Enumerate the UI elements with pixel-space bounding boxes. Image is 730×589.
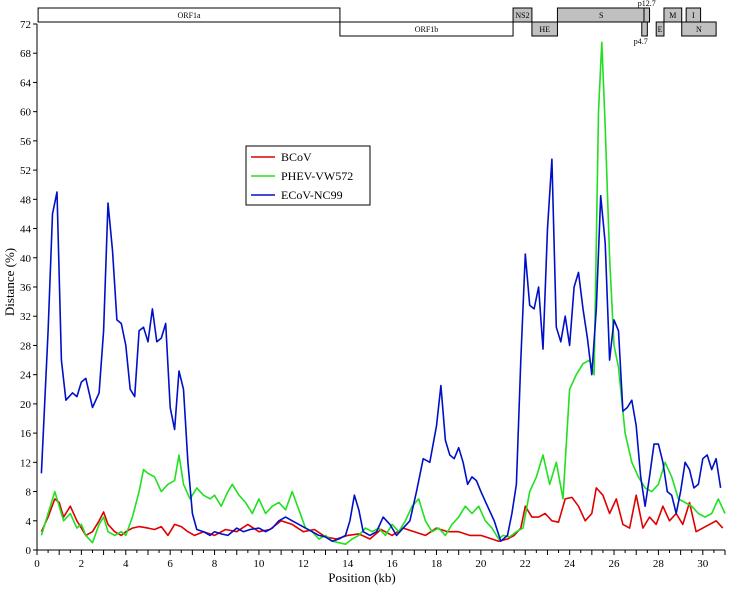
plot-series [40, 41, 726, 545]
y-tick-label: 20 [20, 399, 32, 411]
y-tick-label: 0 [26, 545, 32, 557]
legend-label: PHEV-VW572 [281, 169, 353, 183]
gene-label: ORF1a [177, 11, 201, 20]
y-tick-label: 28 [20, 340, 32, 352]
gene-label: S [599, 11, 603, 20]
y-tick-label: 24 [20, 370, 32, 382]
gene-label: p4.7 [634, 37, 648, 46]
x-tick-label: 28 [653, 558, 665, 570]
x-axis-title: Position (kb) [328, 570, 396, 585]
legend-label: BCoV [281, 150, 312, 164]
y-tick-label: 40 [20, 253, 32, 265]
x-tick-label: 12 [298, 558, 309, 570]
x-tick-label: 8 [212, 558, 218, 570]
gene-label: M [669, 11, 676, 20]
x-tick-label: 0 [34, 558, 40, 570]
y-tick-label: 72 [20, 19, 31, 31]
series-line-phev-vw572 [40, 41, 726, 545]
x-tick-label: 14 [342, 558, 354, 570]
gene-orf1a [37, 7, 341, 23]
gene-p12-7 [643, 7, 651, 23]
y-tick-label: 4 [26, 516, 32, 528]
gene-label: NS2 [515, 11, 529, 20]
y-tick-label: 48 [20, 194, 32, 206]
gene-m [663, 7, 683, 23]
y-tick-label: 8 [26, 487, 32, 499]
genome-map: ORF1a ORF1b NS2 HE Sp4.7 p12.7 EM IN [37, 0, 717, 46]
gene-label: HE [539, 25, 550, 34]
gene-label: I [692, 11, 695, 20]
x-tick-label: 4 [123, 558, 129, 570]
y-tick-label: 52 [20, 165, 31, 177]
y-tick-label: 36 [20, 282, 32, 294]
x-tick-label: 10 [253, 558, 265, 570]
y-tick-label: 64 [20, 77, 32, 89]
y-tick-label: 60 [20, 107, 32, 119]
x-tick-label: 26 [609, 558, 621, 570]
gene-label: p12.7 [638, 0, 656, 8]
x-tick-label: 6 [167, 558, 173, 570]
y-tick-label: 12 [20, 457, 31, 469]
gene-label: ORF1b [415, 25, 439, 34]
x-axis: 0 2 4 6 8 10 12 14 16 18 20 22 24 26 28 30 [34, 549, 726, 570]
series-line-bcov [40, 487, 724, 542]
y-tick-label: 68 [20, 48, 32, 60]
x-tick-label: 18 [431, 558, 443, 570]
gene-n [681, 21, 717, 37]
x-tick-label: 16 [387, 558, 399, 570]
y-tick-label: 56 [20, 136, 32, 148]
gene-ns2 [512, 7, 533, 23]
series-line-ecov-nc99 [40, 158, 722, 542]
x-tick-label: 22 [520, 558, 531, 570]
x-tick-label: 2 [79, 558, 85, 570]
gene-he [531, 21, 558, 37]
legend: BCoV PHEV-VW572 ECoV-NC99 [245, 145, 371, 206]
gene-label: N [696, 25, 702, 34]
gene-p4-7 [641, 21, 648, 37]
gene-e [655, 21, 665, 37]
x-tick-label: 20 [475, 558, 487, 570]
x-tick-label: 30 [697, 558, 709, 570]
gene-orf1b [339, 21, 514, 37]
gene-label: E [658, 25, 663, 34]
x-tick-label: 24 [564, 558, 576, 570]
y-tick-label: 32 [20, 311, 31, 323]
y-tick-label: 16 [20, 428, 32, 440]
y-tick-label: 44 [20, 224, 32, 236]
y-axis-title: Distance (%) [2, 248, 17, 316]
legend-label: ECoV-NC99 [281, 188, 343, 202]
